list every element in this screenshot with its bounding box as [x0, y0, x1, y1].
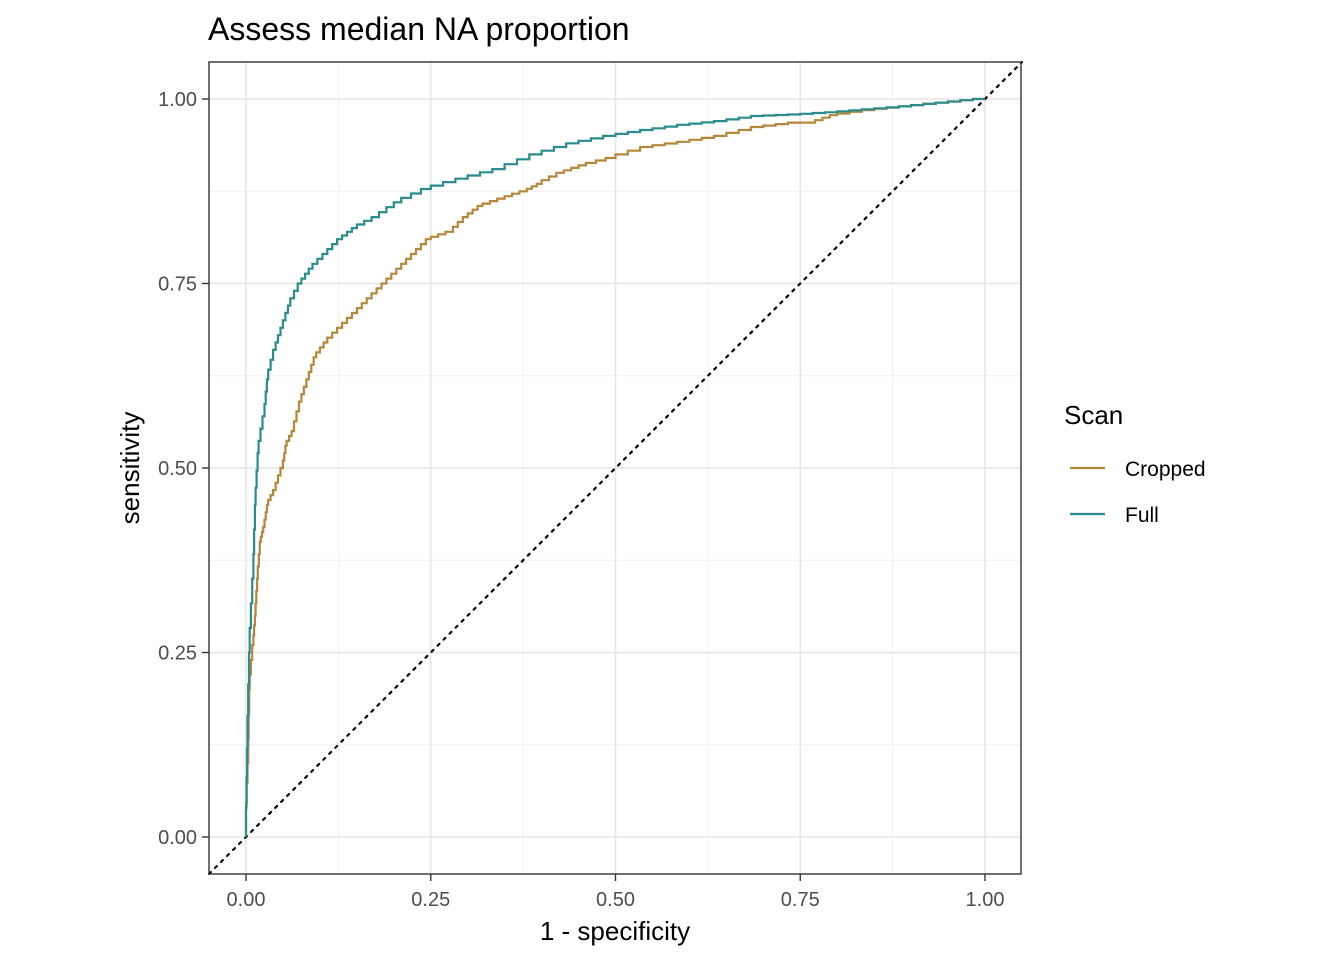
legend-label-cropped: Cropped	[1125, 458, 1206, 481]
x-tick-label: 1.00	[966, 889, 1005, 911]
chart-title: Assess median NA proportion	[208, 11, 630, 47]
legend-title: Scan	[1064, 400, 1123, 430]
x-tick-label: 0.25	[411, 889, 450, 911]
y-tick-label: 1.00	[158, 89, 197, 111]
x-tick-label: 0.75	[781, 889, 820, 911]
y-axis: 0.00 0.25 0.50 0.75 1.00	[158, 89, 209, 849]
grid	[209, 62, 1021, 874]
y-tick-label: 0.50	[158, 458, 197, 480]
y-tick-label: 0.00	[158, 827, 197, 849]
x-tick-label: 0.50	[596, 889, 635, 911]
series-line-full	[244, 97, 985, 837]
y-axis-title: sensitivity	[115, 412, 145, 525]
x-tick-label: 0.00	[227, 889, 266, 911]
series-line-cropped	[244, 97, 985, 837]
y-tick-label: 0.75	[158, 274, 197, 296]
x-axis-title: 1 - specificity	[540, 916, 690, 946]
legend-label-full: Full	[1125, 504, 1159, 527]
legend: Scan Cropped Full	[1064, 400, 1206, 527]
x-axis: 0.00 0.25 0.50 0.75 1.00	[227, 874, 1005, 911]
y-tick-label: 0.25	[158, 643, 197, 665]
series-group	[244, 97, 985, 837]
